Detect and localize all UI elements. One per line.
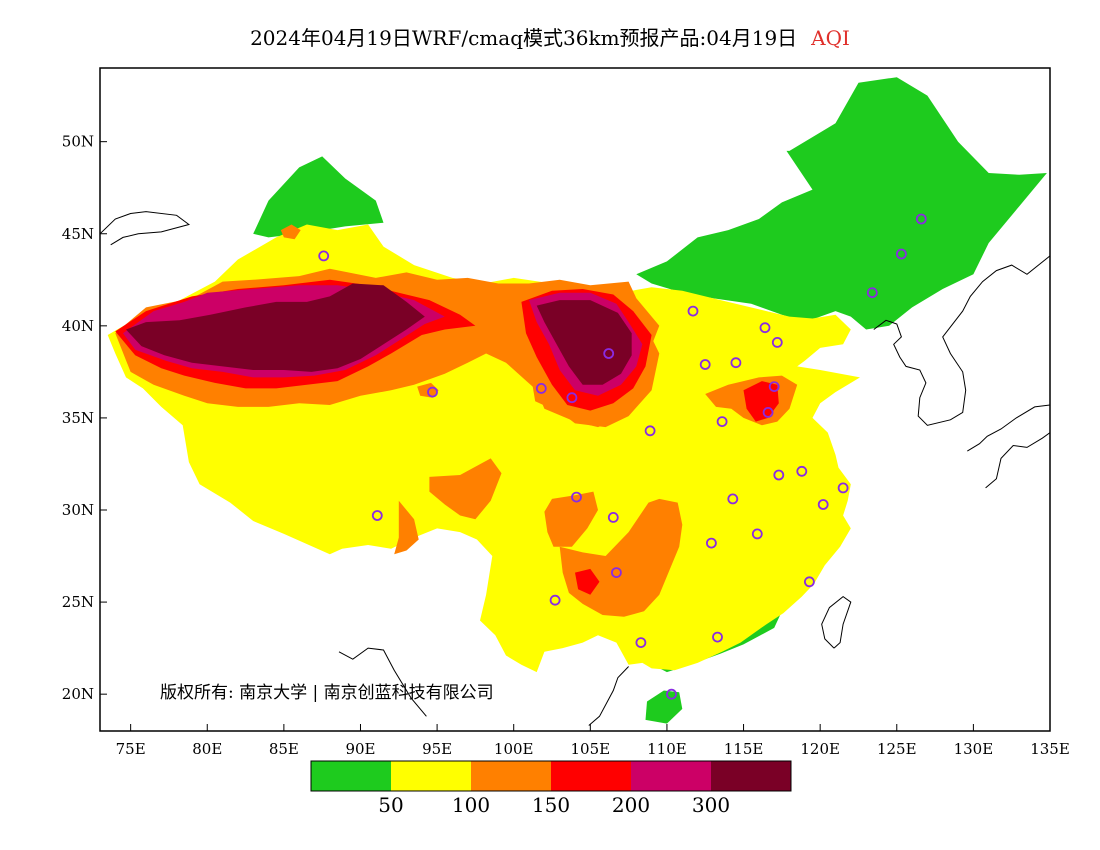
x-tick-label: 75E (116, 740, 146, 758)
x-axis-ticks: 75E 80E 85E 90E 95E 100E 105E 110E 115E 120E 125E 1… (116, 724, 1070, 758)
station-marker (607, 512, 619, 523)
station-markers (318, 213, 927, 700)
x-tick-label: 90E (345, 740, 375, 758)
x-tick-label: 110E (647, 740, 687, 758)
aqi-region-usg (280, 224, 301, 240)
x-tick-label: 105E (571, 740, 611, 758)
coastline (338, 647, 427, 717)
y-tick-label: 30N (62, 501, 94, 519)
coastline (821, 595, 852, 649)
x-tick-label: 115E (724, 740, 764, 758)
color-legend: 50 100 150 200 300 (310, 760, 792, 817)
aqi-region-usg (429, 458, 502, 520)
aqi-region-unhealthy (575, 568, 600, 595)
station-marker (751, 528, 763, 540)
y-tick-label: 50N (62, 133, 94, 151)
station-marker (716, 416, 728, 428)
map-frame (99, 67, 1051, 732)
aqi-region-usg (544, 491, 598, 547)
x-tick-label: 80E (192, 740, 222, 758)
aqi-region-usg (532, 382, 557, 407)
coastline (100, 211, 191, 246)
station-marker (571, 491, 582, 503)
station-marker (866, 287, 878, 299)
aqi-regions (107, 77, 1047, 724)
aqi-region-unhealthy (743, 381, 779, 422)
station-marker (687, 305, 699, 317)
aqi-region-hazardous (126, 283, 425, 372)
legend-label-50: 50 (378, 793, 403, 817)
station-marker (611, 567, 622, 578)
station-marker (759, 322, 771, 334)
title-variable: AQI (811, 26, 850, 50)
aqi-region-usg (394, 500, 419, 555)
y-tick-label: 25N (62, 593, 94, 611)
legend-bin-unhealthy (551, 761, 631, 791)
x-tick-label: 85E (269, 740, 299, 758)
y-axis-ticks: 50N 45N 40N 35N 30N 25N 20N (62, 133, 107, 703)
legend-bin-usg (471, 761, 551, 791)
legend-frame (310, 760, 792, 792)
y-tick-label: 45N (62, 225, 94, 243)
copyright-text: 版权所有: 南京大学 | 南京创蓝科技有限公司 (160, 683, 494, 703)
station-marker (706, 537, 717, 549)
y-tick-label: 35N (62, 409, 94, 427)
station-marker (644, 425, 656, 437)
x-tick-label: 130E (954, 740, 994, 758)
legend-label-150: 150 (532, 793, 570, 817)
x-tick-label: 100E (494, 740, 534, 758)
station-marker (727, 493, 739, 505)
legend-bin-hazardous (711, 761, 791, 791)
coastline (985, 432, 1050, 489)
map-title: 2024年04月19日WRF/cmaq模式36km预报产品:04月19日 AQI (0, 22, 1100, 51)
station-marker (318, 250, 330, 262)
station-marker (549, 594, 561, 606)
y-tick-label: 20N (62, 685, 94, 703)
station-marker (804, 576, 815, 588)
legend-label-300: 300 (692, 793, 730, 817)
legend-bin-moderate (391, 761, 471, 791)
coastline (873, 255, 1050, 426)
station-marker (896, 248, 907, 260)
y-tick-label: 40N (62, 317, 94, 335)
aqi-region-good (253, 156, 384, 238)
legend-bin-very-unhealthy (631, 761, 711, 791)
station-marker (635, 637, 647, 648)
station-marker (535, 382, 547, 394)
x-tick-label: 135E (1030, 740, 1070, 758)
station-marker (915, 213, 927, 225)
station-marker (666, 688, 677, 700)
station-marker (699, 359, 711, 370)
coastline (967, 404, 1050, 452)
coastlines (100, 211, 1050, 726)
title-main: 2024年04月19日WRF/cmaq模式36km预报产品:04月19日 (250, 26, 798, 50)
x-tick-label: 120E (800, 740, 840, 758)
station-marker (427, 386, 438, 398)
legend-label-200: 200 (612, 793, 650, 817)
station-marker (771, 336, 783, 348)
station-marker (566, 392, 578, 404)
legend-bin-good (311, 761, 391, 791)
station-marker (371, 510, 383, 521)
station-marker (762, 406, 774, 418)
aqi-region-good (636, 77, 1047, 330)
x-tick-label: 125E (877, 740, 917, 758)
aqi-region-hazardous (536, 300, 632, 385)
station-marker (730, 357, 742, 369)
station-marker (817, 499, 829, 510)
legend-label-100: 100 (452, 793, 490, 817)
coastline (588, 666, 629, 726)
station-marker (603, 348, 615, 359)
x-tick-label: 95E (422, 740, 452, 758)
station-marker (796, 465, 808, 477)
station-marker (712, 631, 723, 643)
station-marker (837, 482, 849, 494)
station-marker (773, 469, 785, 481)
station-marker (768, 381, 780, 393)
